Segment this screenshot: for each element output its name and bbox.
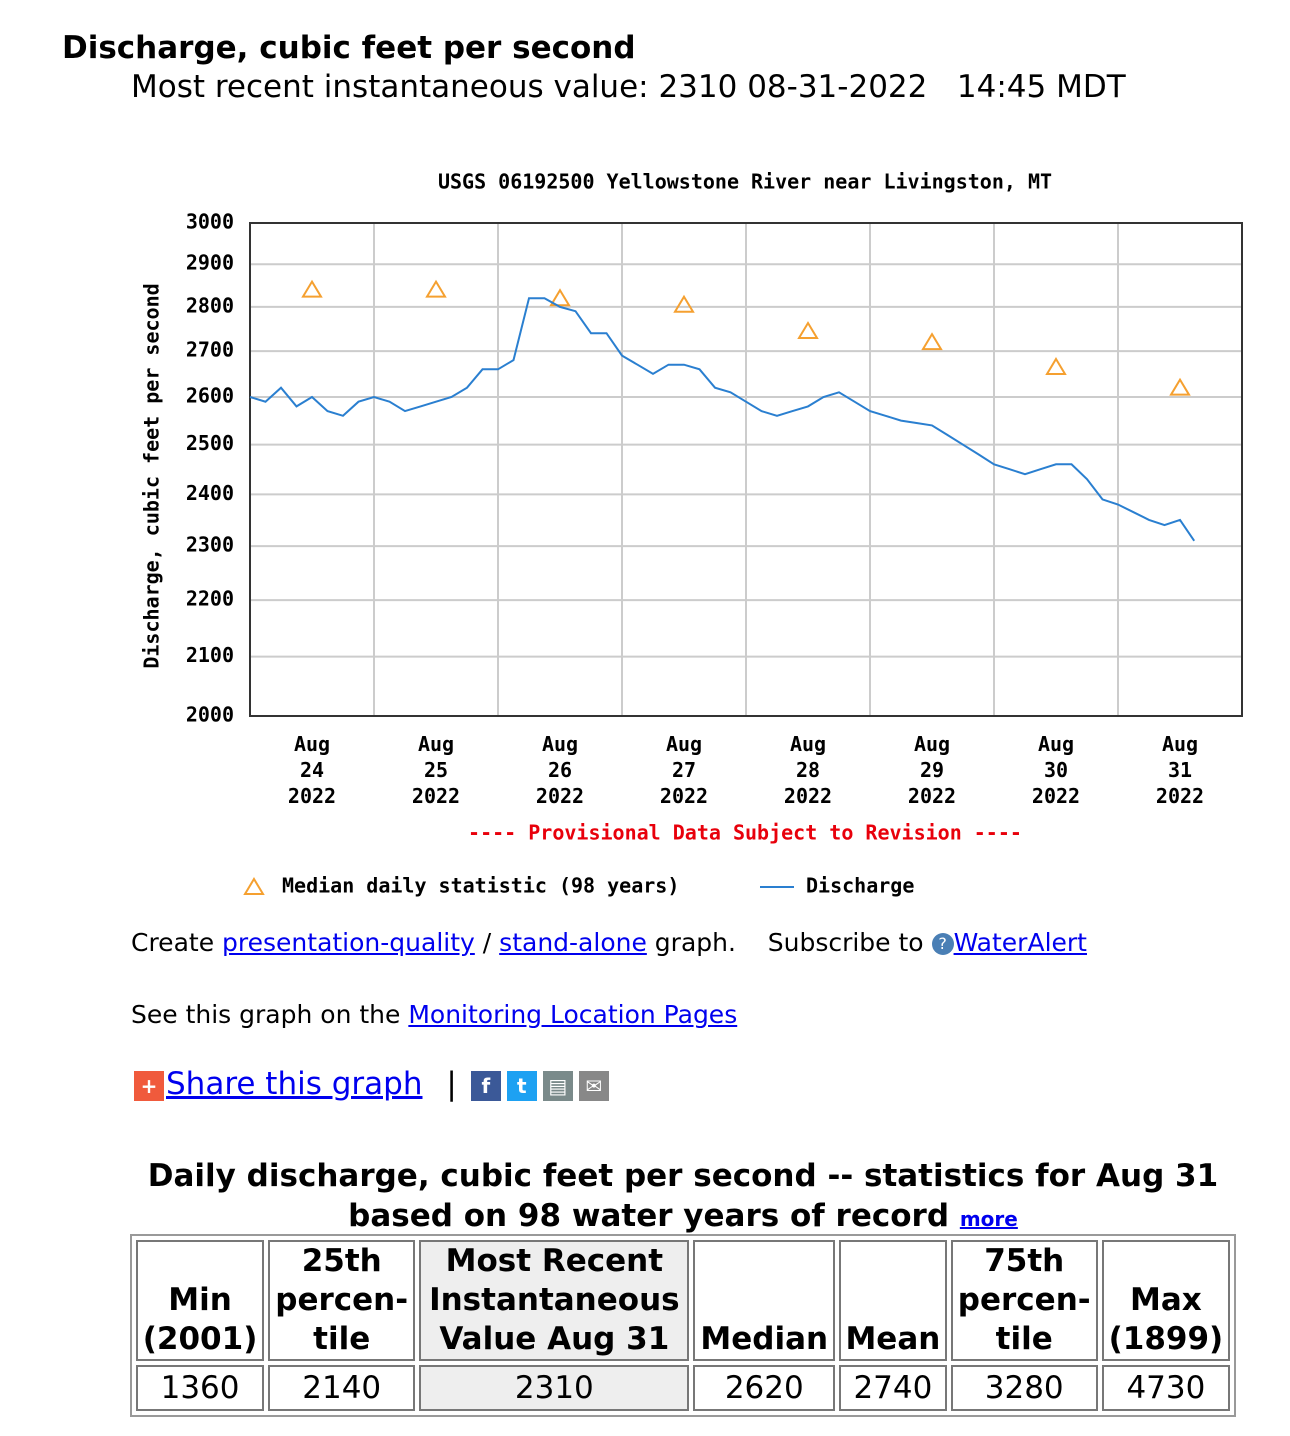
column-header: Min (2001) bbox=[136, 1240, 265, 1361]
y-tick-label: 2300 bbox=[186, 533, 234, 557]
stat-value: 2140 bbox=[268, 1365, 416, 1411]
y-tick-label: 2800 bbox=[186, 293, 234, 317]
email-icon[interactable]: ✉ bbox=[578, 1070, 609, 1101]
median-marker bbox=[301, 279, 323, 298]
provisional-note: ---- Provisional Data Subject to Revisio… bbox=[468, 821, 1022, 845]
link[interactable]: presentation-quality bbox=[222, 928, 475, 957]
column-header: Mean bbox=[839, 1240, 947, 1361]
facebook-icon[interactable]: f bbox=[470, 1070, 501, 1101]
text: graph. bbox=[654, 928, 736, 957]
y-tick-label: 2900 bbox=[186, 251, 234, 275]
stat-value: 2740 bbox=[839, 1365, 947, 1411]
monitoring-line: See this graph on the Monitoring Locatio… bbox=[131, 1000, 737, 1029]
plot-frame bbox=[249, 222, 1243, 717]
y-axis-label: Discharge, cubic feet per second bbox=[140, 283, 164, 668]
stat-value: 4730 bbox=[1101, 1365, 1230, 1411]
text: Daily discharge, cubic feet per second -… bbox=[147, 1158, 1219, 1234]
x-tick-label: Aug 29 2022 bbox=[908, 732, 956, 808]
text: See this graph on the bbox=[131, 1000, 401, 1029]
column-header: Median bbox=[693, 1240, 836, 1361]
median-marker bbox=[921, 332, 943, 351]
twitter-icon[interactable]: t bbox=[506, 1070, 537, 1101]
y-tick-label: 2600 bbox=[186, 383, 234, 407]
x-tick-label: Aug 24 2022 bbox=[288, 732, 336, 808]
x-tick-label: Aug 30 2022 bbox=[1032, 732, 1080, 808]
legend-marker bbox=[243, 877, 265, 895]
stats-table: Min (2001) 25th percen- tile Most Recent I… bbox=[130, 1234, 1236, 1417]
help-icon[interactable]: ? bbox=[931, 933, 954, 955]
share-icon[interactable]: + bbox=[134, 1070, 164, 1101]
share-line: + Share this graph | f t ▤ ✉ bbox=[134, 1066, 615, 1102]
x-tick-label: Aug 26 2022 bbox=[536, 732, 584, 808]
x-tick-label: Aug 27 2022 bbox=[660, 732, 708, 808]
median-marker bbox=[1045, 357, 1067, 375]
separator: | bbox=[446, 1066, 457, 1102]
recent-value: Most recent instantaneous value: 2310 08… bbox=[131, 69, 1126, 105]
link[interactable]: stand-alone bbox=[499, 928, 647, 957]
median-marker bbox=[425, 279, 447, 298]
link[interactable]: WaterAlert bbox=[953, 928, 1087, 957]
column-header: 25th percen- tile bbox=[268, 1240, 416, 1361]
text: Create bbox=[131, 928, 215, 957]
print-icon[interactable]: ▤ bbox=[542, 1070, 573, 1101]
header-row: Min (2001) 25th percen- tile Most Recent I… bbox=[136, 1240, 1230, 1361]
y-tick-label: 2700 bbox=[186, 338, 234, 362]
stat-value: 1360 bbox=[136, 1365, 265, 1411]
column-header: Most Recent Instantaneous Value Aug 31 bbox=[419, 1240, 690, 1361]
value-row: 1360 2140 2310 2620 2740 3280 4730 bbox=[136, 1365, 1230, 1411]
column-header: Max (1899) bbox=[1101, 1240, 1230, 1361]
x-tick-label: Aug 28 2022 bbox=[784, 732, 832, 808]
y-tick-label: 2000 bbox=[186, 703, 234, 727]
y-tick-label: 3000 bbox=[186, 210, 234, 234]
median-marker bbox=[1169, 377, 1191, 396]
chart-title: USGS 06192500 Yellowstone River near Liv… bbox=[438, 170, 1052, 194]
stat-value: 2620 bbox=[693, 1365, 836, 1411]
stat-value: 2310 bbox=[419, 1365, 690, 1411]
x-tick-label: Aug 25 2022 bbox=[412, 732, 460, 808]
median-marker bbox=[673, 294, 695, 313]
stats-title: Daily discharge, cubic feet per second -… bbox=[131, 1156, 1235, 1239]
chart: USGS 06192500 Yellowstone River near Liv… bbox=[140, 170, 1243, 898]
link[interactable]: Monitoring Location Pages bbox=[408, 1000, 738, 1029]
y-tick-label: 2400 bbox=[186, 481, 234, 505]
column-header: 75th percen- tile bbox=[950, 1240, 1098, 1361]
page-title: Discharge, cubic feet per second bbox=[62, 30, 636, 66]
y-tick-label: 2200 bbox=[186, 587, 234, 611]
links-line: Create presentation-quality / stand-alon… bbox=[131, 928, 1087, 957]
median-marker bbox=[797, 321, 819, 340]
link[interactable]: Share this graph bbox=[166, 1066, 423, 1102]
stat-value: 3280 bbox=[950, 1365, 1098, 1411]
text: Subscribe to bbox=[767, 928, 924, 957]
discharge-line bbox=[249, 297, 1196, 542]
text: / bbox=[482, 928, 492, 957]
y-tick-label: 2500 bbox=[186, 431, 234, 455]
median-marker bbox=[549, 288, 571, 307]
legend-label: Discharge bbox=[806, 874, 914, 898]
link[interactable]: more bbox=[959, 1207, 1018, 1231]
y-tick-label: 2100 bbox=[186, 643, 234, 667]
x-tick-label: Aug 31 2022 bbox=[1156, 732, 1204, 808]
legend-label: Median daily statistic (98 years) bbox=[282, 874, 679, 898]
